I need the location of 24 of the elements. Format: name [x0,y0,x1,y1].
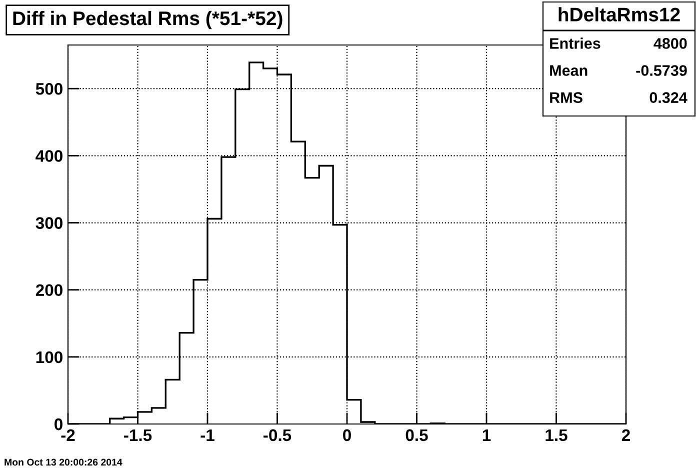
annotation: Mean [550,65,588,76]
y-tick-label: 400 [36,150,62,162]
x-tick-label: 1.5 [546,429,568,442]
y-tick-label: 0 [54,418,62,430]
chart-title: Diff in Pedestal Rms (*51-*52) [13,10,282,30]
y-tick-label: 300 [36,217,62,229]
x-tick-label: -0.5 [264,429,292,442]
x-tick-label: 0 [343,429,351,442]
text: -0.5739 [636,65,687,76]
text: 0.324 [650,92,688,104]
x-tick-label: -1 [200,429,214,441]
text: hDeltaRms12 [558,7,680,22]
y-tick-label: 200 [36,284,62,296]
annotation: Entries [550,38,600,49]
x-tick-label: -2 [61,429,75,441]
y-tick-label: 500 [36,83,62,95]
x-tick-label: 2 [622,429,630,441]
x-tick-label: -1.5 [124,429,152,442]
x-tick-label: 1 [482,429,491,441]
x-tick-label: 0.5 [406,429,428,442]
text: Mon Oct 13 20:00:26 2014 [4,458,122,466]
y-tick-label: 100 [36,351,62,364]
text: 4800 [654,38,687,49]
annotation: RMS [550,92,582,103]
